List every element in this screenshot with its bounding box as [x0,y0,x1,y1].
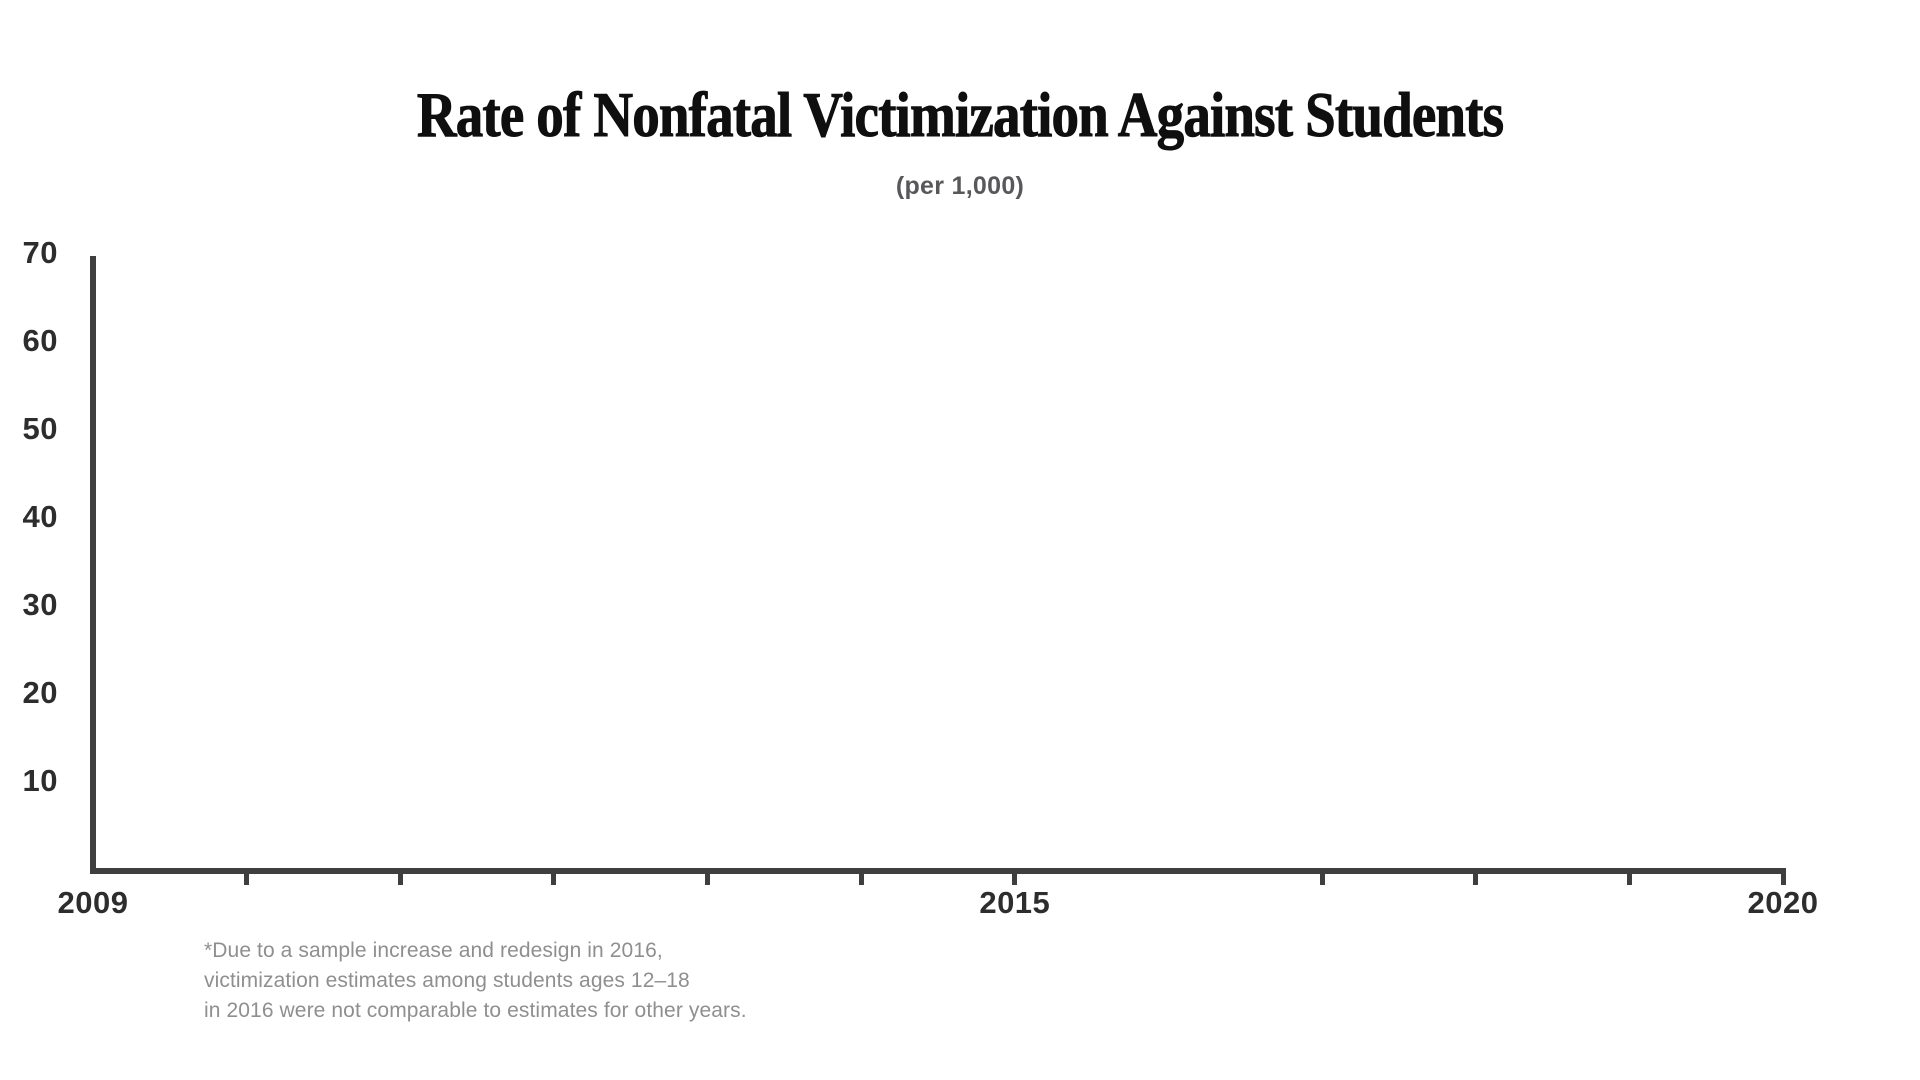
x-axis-tick-label: 2009 [57,885,129,920]
x-axis-line [90,868,1786,874]
chart-title: Rate of Nonfatal Victimization Against S… [416,79,1504,151]
chart-footnote: *Due to a sample increase and redesign i… [204,936,747,1026]
x-axis-tick [1012,874,1018,885]
x-axis-tick [858,874,864,885]
y-axis-tick-label: 40 [22,499,58,534]
y-axis-tick-label: 60 [22,323,58,358]
y-axis-line [90,256,96,874]
x-axis-tick [397,874,403,885]
x-axis-tick [244,874,250,885]
footnote-line: *Due to a sample increase and redesign i… [204,939,663,962]
y-axis-tick-label: 30 [22,587,58,622]
y-axis-tick-label: 20 [22,675,58,710]
footnote-line: in 2016 were not comparable to estimates… [204,999,747,1022]
x-axis-tick [705,874,711,885]
x-axis-tick [1319,874,1325,885]
y-axis-tick-label: 50 [22,411,58,446]
y-axis-tick-label: 70 [22,235,58,270]
x-axis-tick-label: 2015 [979,885,1051,920]
x-axis-tick [551,874,557,885]
x-axis-tick [1473,874,1479,885]
x-axis-tick [1780,874,1786,885]
y-axis-tick-label: 10 [22,763,58,798]
x-axis-tick [1626,874,1632,885]
chart-subtitle: (per 1,000) [895,172,1025,200]
x-axis-tick-label: 2020 [1747,885,1819,920]
footnote-line: victimization estimates among students a… [204,969,690,992]
